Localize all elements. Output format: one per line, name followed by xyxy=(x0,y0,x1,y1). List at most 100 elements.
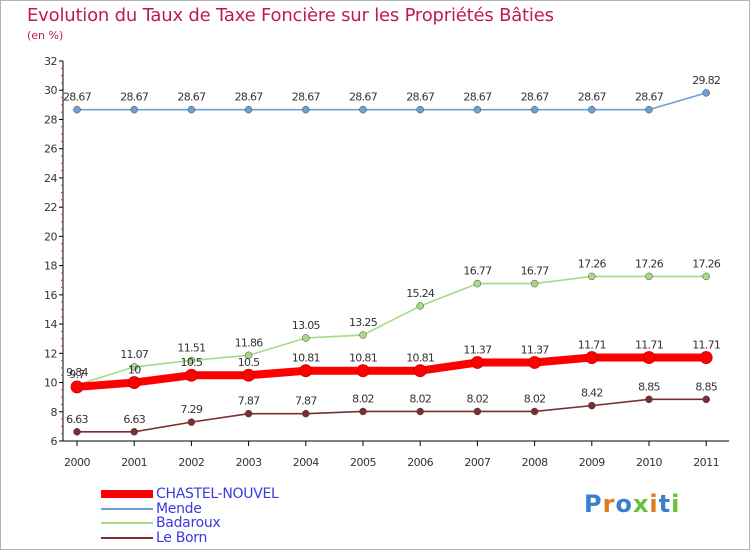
data-point xyxy=(302,334,310,342)
y-tick-label: 20 xyxy=(44,230,57,243)
x-tick-label: 2011 xyxy=(693,456,719,469)
legend-swatch xyxy=(101,490,153,498)
data-point xyxy=(187,418,196,426)
y-tick-label: 32 xyxy=(44,55,57,68)
logo-letter: i xyxy=(649,490,659,518)
data-label: 28.67 xyxy=(63,91,92,104)
data-point xyxy=(299,364,313,378)
data-label: 11.86 xyxy=(235,336,264,349)
data-point xyxy=(473,279,482,288)
data-point xyxy=(702,89,710,97)
y-tick-label: 6 xyxy=(51,435,58,448)
legend-label: CHASTEL-NOUVEL xyxy=(156,486,279,502)
series-line-badaroux xyxy=(76,275,707,386)
x-tick-label: 2004 xyxy=(293,456,319,469)
data-point xyxy=(130,363,138,371)
legend-label: Le Born xyxy=(156,529,208,546)
data-label: 28.67 xyxy=(521,91,550,104)
x-tick-label: 2002 xyxy=(178,456,204,469)
logo-letter: o xyxy=(615,490,633,518)
data-point xyxy=(645,395,653,404)
x-tick-label: 2010 xyxy=(636,456,662,469)
legend-swatch xyxy=(101,522,153,524)
data-point xyxy=(73,428,81,436)
data-label: 6.63 xyxy=(123,413,145,426)
series-chastel-nouvel: 9.7 10 10.5 10.5 10.81 10.81 10.81 11.37 11.37 11… xyxy=(69,339,721,394)
x-tick-label: 2003 xyxy=(236,456,262,469)
x-tick-label: 2006 xyxy=(407,456,433,469)
data-point xyxy=(645,272,653,281)
data-label: 17.26 xyxy=(578,257,607,270)
legend-label: Badaroux xyxy=(156,515,221,531)
y-tick-label: 26 xyxy=(44,143,57,156)
data-point xyxy=(702,272,710,281)
series-badaroux: 9.84 11.07 11.51 11.86 13.05 13.25 15.24 16.77 1… xyxy=(66,257,722,389)
data-point xyxy=(244,351,253,360)
data-label: 10.81 xyxy=(406,352,434,365)
x-tick-label: 2008 xyxy=(522,456,548,469)
data-label: 11.07 xyxy=(120,348,149,361)
data-label: 6.63 xyxy=(66,413,88,426)
series-line-le-born xyxy=(77,398,707,433)
y-tick-label: 28 xyxy=(44,113,57,126)
y-tick-label: 18 xyxy=(44,260,57,273)
series-le-born: 6.63 6.63 7.29 7.87 7.87 8.02 8.02 8.02 8.02 8.42… xyxy=(66,380,718,436)
data-point xyxy=(699,351,713,364)
data-point xyxy=(530,407,539,416)
data-label: 8.85 xyxy=(638,380,660,393)
data-label: 28.67 xyxy=(349,91,378,104)
series-line-chastel-nouvel xyxy=(76,353,707,391)
data-label: 11.71 xyxy=(635,339,663,352)
data-label: 11.51 xyxy=(177,341,205,354)
data-point xyxy=(416,302,424,310)
series-line-mende xyxy=(77,92,707,111)
data-label: 28.67 xyxy=(292,91,321,104)
data-point xyxy=(302,409,310,418)
data-label: 7.29 xyxy=(181,403,203,416)
data-point xyxy=(413,364,427,378)
data-point xyxy=(416,105,424,114)
data-label: 9.84 xyxy=(66,366,88,379)
chart-title: Evolution du Taux de Taxe Foncière sur l… xyxy=(27,5,554,26)
data-point xyxy=(244,409,253,418)
y-tick-label: 24 xyxy=(44,172,57,185)
data-label: 11.37 xyxy=(463,344,492,357)
data-label: 8.02 xyxy=(409,392,431,405)
data-label: 28.67 xyxy=(120,91,149,104)
data-point xyxy=(588,105,596,114)
data-label: 29.82 xyxy=(692,74,720,87)
data-label: 17.26 xyxy=(692,257,721,270)
data-label: 28.67 xyxy=(635,91,664,104)
data-point xyxy=(359,331,367,339)
series-mende: 28.67 28.67 28.67 28.67 28.67 28.67 28.67 28.67… xyxy=(63,74,721,114)
data-label: 11.37 xyxy=(521,344,550,357)
data-point xyxy=(359,407,367,416)
logo-letter: t xyxy=(658,490,672,518)
data-point xyxy=(302,105,310,114)
x-tick-label: 2001 xyxy=(121,456,147,469)
data-label: 28.67 xyxy=(578,91,607,104)
data-label: 16.77 xyxy=(463,265,492,278)
legend-swatch xyxy=(101,536,153,539)
data-label: 8.02 xyxy=(524,392,546,405)
data-point xyxy=(73,105,81,114)
data-label: 8.85 xyxy=(695,380,717,393)
data-point xyxy=(473,407,482,416)
data-label: 15.24 xyxy=(406,287,435,300)
legend-swatch xyxy=(101,507,153,510)
data-label: 10.5 xyxy=(238,356,260,369)
data-point xyxy=(645,105,653,114)
data-point xyxy=(416,407,424,416)
proxiti-logo: Proxiti xyxy=(584,490,680,518)
data-label: 11.71 xyxy=(578,339,606,352)
data-point xyxy=(130,428,138,436)
logo-letter: x xyxy=(632,490,650,518)
data-label: 13.05 xyxy=(292,319,321,332)
data-label: 28.67 xyxy=(463,91,492,104)
data-label: 13.25 xyxy=(349,316,378,329)
data-point xyxy=(702,395,710,404)
y-tick-label: 14 xyxy=(44,318,57,331)
data-point xyxy=(130,105,138,114)
data-label: 28.67 xyxy=(177,91,206,104)
data-point xyxy=(244,105,253,114)
